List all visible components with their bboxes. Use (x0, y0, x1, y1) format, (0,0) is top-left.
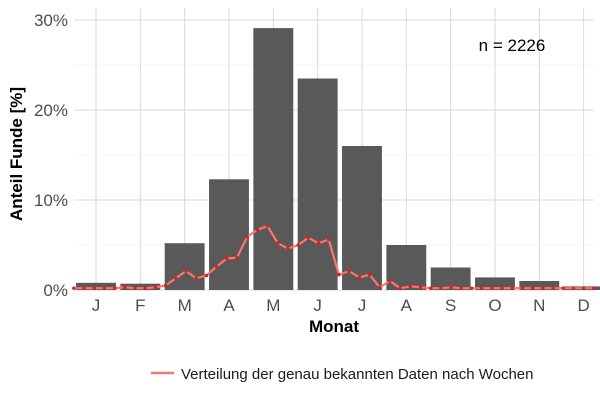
weekly-point (510, 286, 514, 290)
bar (519, 281, 560, 290)
y-tick-label: 0% (43, 281, 68, 300)
weekly-point (184, 269, 188, 273)
weekly-point (82, 286, 86, 290)
weekly-point (337, 273, 341, 277)
sample-size-annotation: n = 2226 (479, 36, 546, 55)
x-tick-label: A (401, 296, 413, 315)
weekly-point (214, 264, 219, 269)
weekly-point (102, 286, 107, 290)
weekly-point (123, 285, 127, 289)
bars (76, 28, 600, 290)
x-axis-title: Monat (309, 317, 359, 336)
weekly-point (92, 286, 96, 290)
weekly-point (428, 286, 433, 290)
weekly-point (541, 286, 545, 290)
y-axis-title: Anteil Funde [%] (7, 87, 26, 221)
x-tick-label: O (488, 296, 501, 315)
y-tick-label: 30% (34, 11, 68, 30)
weekly-point (469, 286, 474, 290)
weekly-point (225, 256, 229, 261)
weekly-distribution-line (73, 225, 594, 290)
y-tick-label: 20% (34, 101, 68, 120)
x-tick-label: J (358, 296, 367, 315)
x-tick-label: J (313, 296, 322, 315)
weekly-point (143, 286, 147, 290)
weekly-point (561, 286, 565, 290)
y-tick-label: 10% (34, 191, 68, 210)
weekly-point (276, 241, 280, 245)
bar (297, 78, 338, 290)
weekly-point (439, 286, 443, 290)
weekly-point (551, 286, 555, 290)
weekly-point (112, 286, 117, 290)
weekly-point (255, 228, 260, 232)
weekly-point (72, 286, 76, 290)
weekly-point (306, 236, 311, 240)
weekly-point (490, 286, 494, 290)
weekly-point (388, 279, 392, 283)
weekly-point (235, 255, 239, 260)
weekly-point (520, 286, 525, 290)
weekly-point (581, 286, 586, 290)
weekly-point (530, 286, 535, 290)
weekly-point (286, 246, 290, 251)
weekly-point (367, 273, 372, 277)
legend-label: Verteilung der genau bekannten Daten nac… (181, 366, 534, 383)
weekly-point (204, 273, 209, 278)
weekly-point (592, 286, 596, 290)
weekly-point (163, 283, 168, 288)
weekly-point (265, 224, 270, 228)
weekly-point (296, 243, 300, 247)
weekly-point (449, 285, 453, 289)
weekly-point (347, 269, 351, 273)
x-tick-label: S (445, 296, 456, 315)
weekly-point (316, 241, 321, 245)
weekly-point (174, 276, 178, 280)
x-tick-label: A (223, 296, 235, 315)
weekly-point (459, 286, 463, 290)
x-tick-label: M (178, 296, 192, 315)
bar (120, 283, 161, 290)
weekly-point (327, 237, 331, 242)
weekly-point (500, 286, 504, 290)
weekly-line-layer (72, 224, 596, 290)
x-tick-label: N (533, 296, 545, 315)
weekly-point (398, 286, 402, 290)
bar (430, 267, 471, 290)
bar (76, 282, 116, 290)
x-tick-label: F (135, 296, 145, 315)
x-tick-label: D (577, 296, 589, 315)
bar (342, 146, 382, 290)
weekly-point (571, 286, 576, 290)
weekly-point (418, 285, 423, 289)
weekly-point (194, 276, 198, 280)
weekly-point (153, 285, 158, 289)
weekly-point (479, 286, 484, 290)
bar (209, 179, 249, 290)
weekly-point (408, 284, 413, 289)
weekly-point (245, 235, 249, 239)
x-tick-label: M (266, 296, 280, 315)
legend: Verteilung der genau bekannten Daten nac… (151, 366, 534, 383)
x-tick-label: J (92, 296, 101, 315)
weekly-point (133, 286, 137, 290)
bar (253, 28, 294, 290)
weekly-point (378, 285, 382, 289)
bar (475, 277, 515, 290)
weekly-point (357, 275, 362, 280)
y-tick-labels: 0% 10% 20% 30% (34, 11, 68, 300)
